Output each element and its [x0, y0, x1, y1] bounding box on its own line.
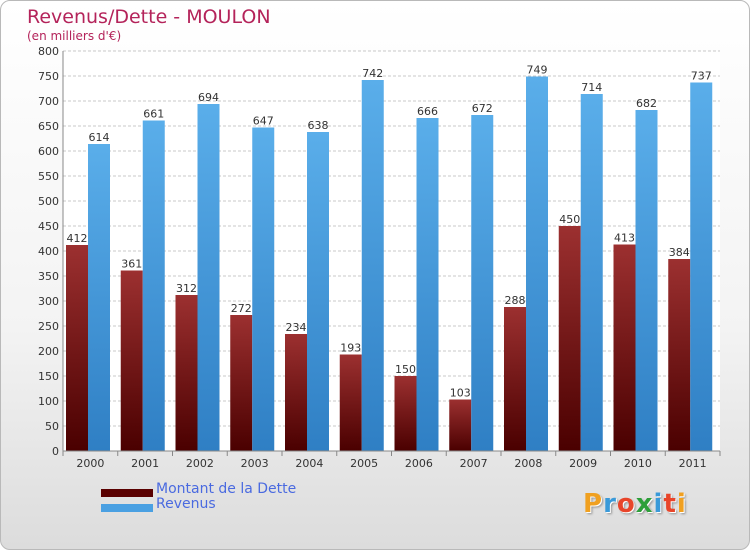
logo-letter: i: [676, 489, 687, 519]
data-label-revenus: 638: [308, 119, 329, 132]
data-label-revenus: 647: [253, 115, 274, 128]
bar-debt: [230, 315, 253, 451]
chart-title: Revenus/Dette - MOULON: [27, 6, 271, 28]
data-label-revenus: 749: [527, 64, 548, 77]
y-tick-label: 650: [38, 120, 59, 133]
y-tick-label: 400: [38, 245, 59, 258]
bar-revenus: [471, 115, 494, 451]
data-label-debt: 413: [614, 232, 635, 245]
bar-debt: [120, 270, 143, 451]
y-tick-label: 600: [38, 145, 59, 158]
bar-revenus: [142, 120, 165, 451]
x-tick-label: 2004: [295, 457, 323, 470]
bar-debt: [449, 399, 472, 451]
data-label-debt: 312: [176, 282, 197, 295]
bar-revenus: [197, 104, 220, 451]
x-tick-label: 2001: [131, 457, 159, 470]
data-label-debt: 288: [505, 294, 526, 307]
data-label-debt: 412: [67, 232, 88, 245]
logo-letter: o: [616, 489, 636, 519]
y-tick-label: 250: [38, 320, 59, 333]
x-tick-label: 2003: [241, 457, 269, 470]
legend-swatch-revenus: [101, 504, 153, 512]
y-tick-label: 350: [38, 270, 59, 283]
chart-subtitle: (en milliers d'€): [27, 29, 122, 43]
data-label-debt: 234: [286, 321, 307, 334]
legend-swatch-debt: [101, 489, 153, 497]
y-tick-label: 450: [38, 220, 59, 233]
y-tick-label: 150: [38, 370, 59, 383]
logo-letter: t: [663, 489, 677, 519]
y-tick-label: 0: [52, 445, 59, 458]
data-label-revenus: 672: [472, 102, 493, 115]
bar-debt: [394, 376, 417, 451]
y-tick-label: 800: [38, 45, 59, 58]
y-axis: 0 50 100 150 200 250 300 350 400 450 500 550 600 650 7…: [38, 45, 64, 458]
y-tick-label: 750: [38, 70, 59, 83]
data-label-revenus: 737: [691, 70, 712, 83]
data-label-revenus: 742: [362, 67, 383, 80]
bar-debt: [66, 245, 88, 451]
data-label-debt: 384: [669, 246, 690, 259]
bars: [66, 76, 713, 451]
logo-letter: r: [603, 489, 617, 519]
data-label-debt: 450: [559, 213, 580, 226]
data-label-revenus: 614: [89, 131, 110, 144]
bar-debt: [339, 354, 362, 451]
data-label-revenus: 682: [636, 97, 657, 110]
bar-revenus: [307, 132, 329, 451]
y-tick-label: 200: [38, 345, 59, 358]
bar-revenus: [416, 118, 439, 451]
bar-revenus: [361, 80, 384, 451]
bar-debt: [175, 295, 198, 451]
y-tick-label: 500: [38, 195, 59, 208]
data-label-revenus: 666: [417, 105, 438, 118]
logo-letter: P: [583, 489, 604, 519]
x-tick-label: 2000: [76, 457, 104, 470]
x-tick-label: 2005: [350, 457, 378, 470]
x-tick-label: 2009: [569, 457, 597, 470]
bar-debt: [285, 334, 307, 451]
x-tick-label: 2010: [624, 457, 652, 470]
y-tick-label: 100: [38, 395, 59, 408]
bar-revenus: [635, 110, 658, 451]
x-tick-label: 2011: [679, 457, 707, 470]
bar-revenus: [580, 94, 603, 451]
y-tick-label: 700: [38, 95, 59, 108]
y-tick-label: 300: [38, 295, 59, 308]
data-label-revenus: 714: [581, 81, 602, 94]
legend-label-debt: Montant de la Dette: [156, 481, 297, 497]
logo-letter: x: [635, 489, 654, 519]
data-label-debt: 272: [231, 302, 252, 315]
bar-debt: [668, 259, 691, 451]
x-tick-label: 2006: [405, 457, 433, 470]
data-label-debt: 150: [395, 363, 416, 376]
bar-revenus: [88, 144, 110, 451]
bar-debt: [504, 307, 526, 451]
bar-revenus: [252, 127, 275, 451]
data-label-debt: 361: [121, 258, 142, 271]
grid-lines: [63, 50, 720, 452]
bar-revenus: [526, 76, 548, 451]
y-tick-label: 50: [45, 420, 59, 433]
y-tick-label: 550: [38, 170, 59, 183]
data-label-revenus: 694: [198, 91, 219, 104]
data-label-revenus: 661: [143, 108, 164, 121]
x-tick-label: 2008: [514, 457, 542, 470]
x-tick-label: 2002: [186, 457, 214, 470]
x-axis: 2000 2001 2002 2003 2004 2005 2006 2007 2008 2009…: [62, 450, 721, 470]
bar-debt: [613, 244, 636, 451]
bar-revenus: [690, 82, 713, 451]
data-label-debt: 193: [340, 342, 361, 355]
proxiti-logo: Proxiti: [583, 489, 687, 519]
logo-letter: i: [653, 489, 664, 519]
data-label-debt: 103: [450, 387, 471, 400]
data-labels: 412 614 361 661 312 694 272 647 234 638 193 742 150 6…: [67, 64, 712, 400]
legend-label-revenus: Revenus: [156, 496, 216, 512]
x-tick-label: 2007: [460, 457, 488, 470]
bar-debt: [558, 226, 581, 451]
